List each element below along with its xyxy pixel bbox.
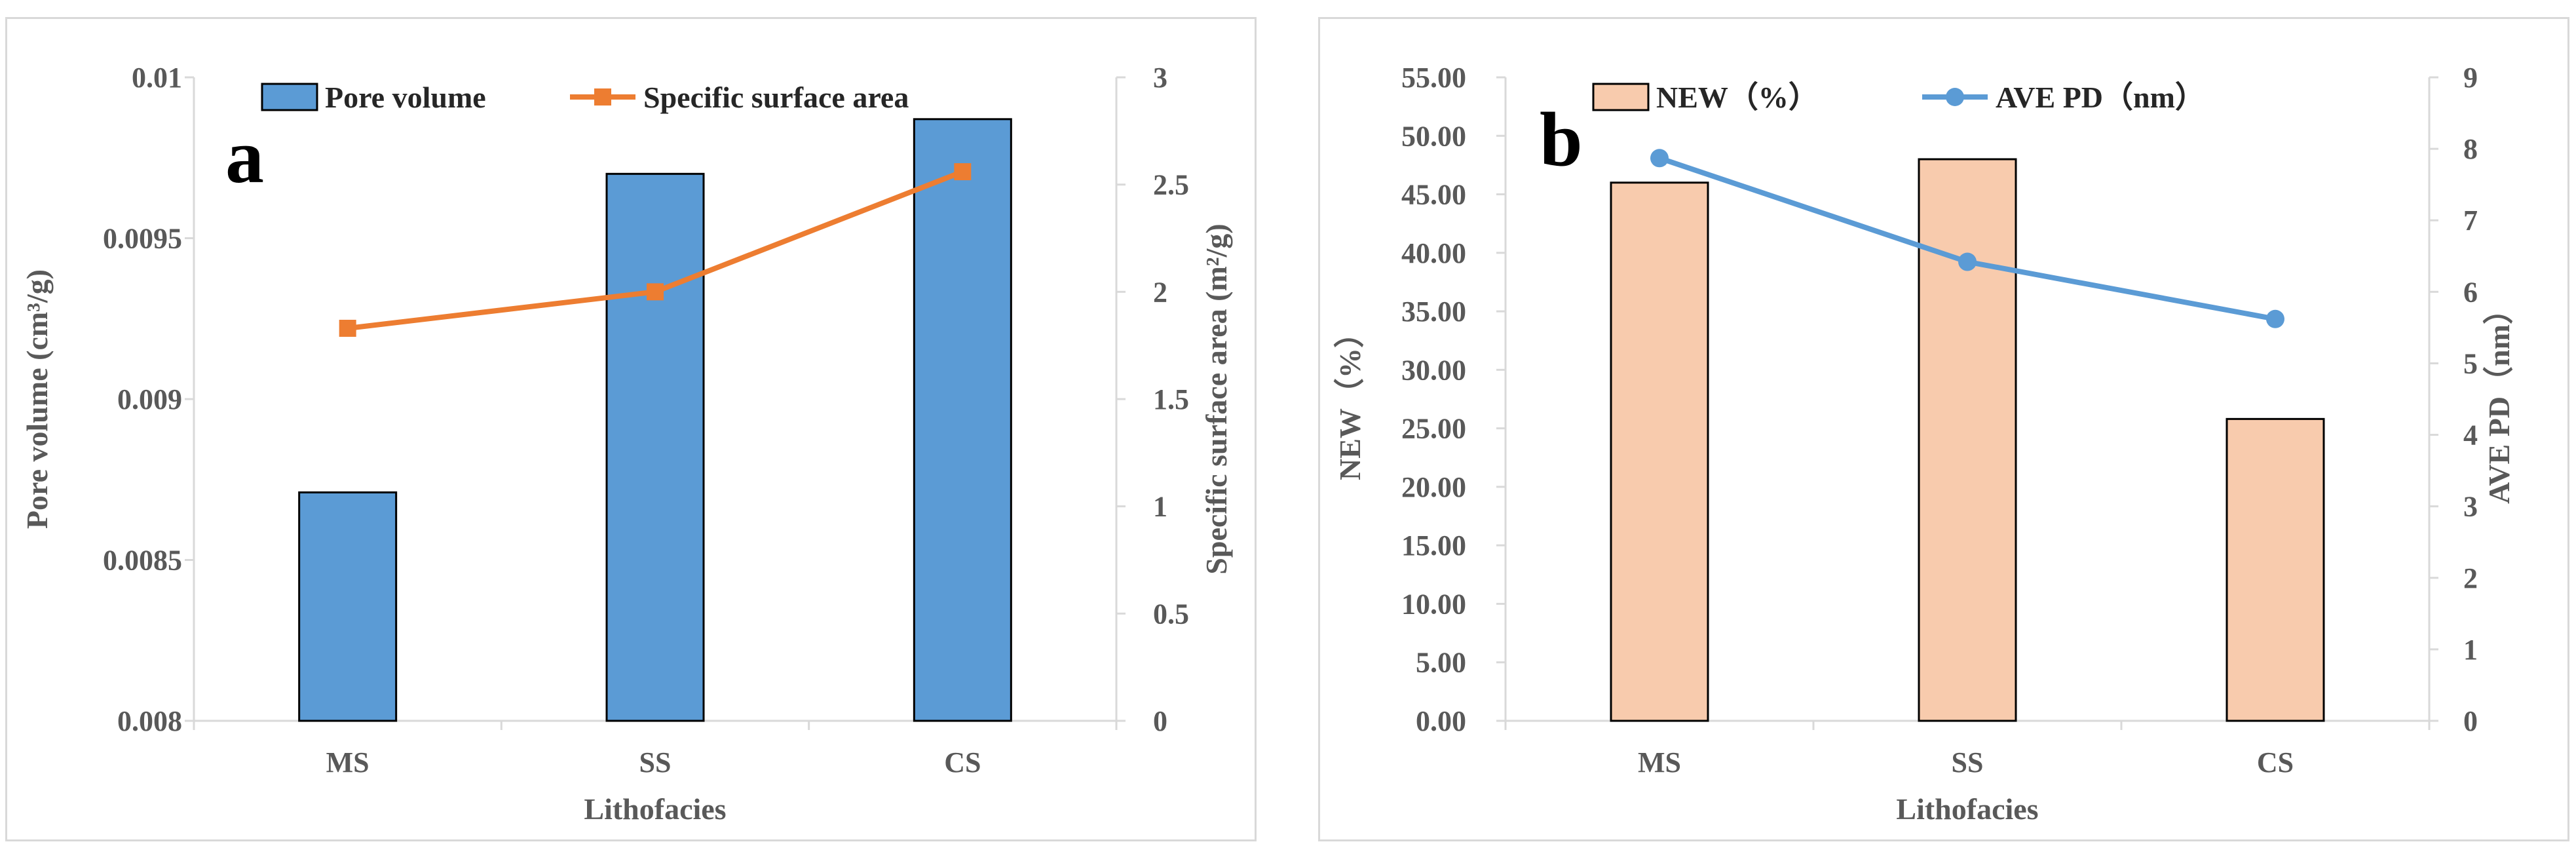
y-right-tick-label: 9 — [2463, 62, 2478, 94]
line-point-ss — [1958, 252, 1977, 271]
y-left-tick-label: 0.009 — [117, 383, 182, 415]
y-right-tick-label: 0 — [2463, 705, 2478, 737]
y-left-tick-label: 25.00 — [1401, 413, 1466, 445]
x-category-label: CS — [2257, 746, 2294, 778]
bar-cs — [913, 118, 1012, 722]
y-left-tick-label: 40.00 — [1401, 237, 1466, 269]
line-point-cs — [2266, 309, 2284, 328]
bar-cs — [2226, 417, 2325, 722]
legend-label-bar: NEW（%） — [1656, 81, 1819, 114]
y-left-tick-label: 35.00 — [1401, 296, 1466, 328]
y-left-tick-label: 0.008 — [117, 705, 182, 737]
y-right-tick-label: 7 — [2463, 204, 2478, 237]
y-right-tick-label: 1.5 — [1153, 383, 1189, 415]
y-right-tick-label: 1 — [2463, 634, 2478, 666]
y-right-tick-label: 0.5 — [1153, 598, 1189, 630]
legend-swatch-bar — [1592, 83, 1650, 111]
y-left-tick-label: 20.00 — [1401, 471, 1466, 503]
bar-ss — [605, 172, 705, 722]
y-left-tick-label: 45.00 — [1401, 179, 1466, 211]
y-right-tick-label: 6 — [2463, 276, 2478, 308]
legend-marker — [594, 88, 611, 106]
panel-letter: b — [1540, 96, 1583, 182]
y-right-tick-label: 2 — [2463, 562, 2478, 594]
y-right-tick-label: 5 — [2463, 347, 2478, 379]
y-right-tick-label: 8 — [2463, 133, 2478, 165]
y-right-tick-label: 2 — [1153, 276, 1167, 308]
x-category-label: SS — [639, 746, 672, 778]
x-category-label: MS — [326, 746, 369, 778]
legend-label-line: Specific surface area — [643, 81, 909, 114]
x-axis-title: Lithofacies — [1896, 792, 2038, 826]
legend-swatch-bar — [261, 83, 318, 111]
y-left-tick-label: 0.0095 — [103, 223, 182, 255]
y-right-tick-label: 1 — [1153, 491, 1167, 523]
y-left-tick-label: 5.00 — [1416, 647, 1466, 679]
bar-ss — [1918, 158, 2017, 722]
legend-label-bar: Pore volume — [325, 81, 486, 114]
y-right-axis-title: Specific surface area (m²/g) — [1200, 223, 1233, 574]
legend-marker — [1946, 88, 1964, 106]
x-category-label: SS — [1952, 746, 1984, 778]
bar-ms — [1610, 182, 1709, 722]
x-category-label: MS — [1638, 746, 1681, 778]
y-left-tick-label: 55.00 — [1401, 62, 1466, 94]
line-point-cs — [954, 163, 972, 181]
y-left-tick-label: 0.01 — [132, 62, 182, 94]
y-left-axis-title: Pore volume (cm³/g) — [20, 269, 54, 529]
y-left-tick-label: 0.0085 — [103, 545, 182, 577]
y-right-tick-label: 4 — [2463, 419, 2478, 452]
y-right-tick-label: 2.5 — [1153, 169, 1189, 201]
line-point-ms — [1650, 149, 1669, 168]
line-point-ss — [647, 283, 664, 301]
legend-label-line: AVE PD（nm） — [1996, 81, 2205, 114]
y-right-axis-title: AVE PD（nm） — [2482, 294, 2516, 504]
y-left-tick-label: 50.00 — [1401, 120, 1466, 152]
panel-letter: a — [225, 113, 264, 199]
line-point-ms — [339, 319, 356, 337]
y-right-tick-label: 3 — [1153, 62, 1167, 94]
y-left-tick-label: 10.00 — [1401, 588, 1466, 620]
x-category-label: CS — [944, 746, 981, 778]
y-left-axis-title: NEW（%） — [1333, 318, 1367, 480]
x-axis-title: Lithofacies — [584, 792, 726, 826]
y-left-tick-label: 30.00 — [1401, 354, 1466, 386]
bar-ms — [298, 491, 398, 722]
y-left-tick-label: 0.00 — [1416, 705, 1466, 737]
y-left-tick-label: 15.00 — [1401, 529, 1466, 562]
y-right-tick-label: 3 — [2463, 491, 2478, 523]
y-right-tick-label: 0 — [1153, 705, 1167, 737]
